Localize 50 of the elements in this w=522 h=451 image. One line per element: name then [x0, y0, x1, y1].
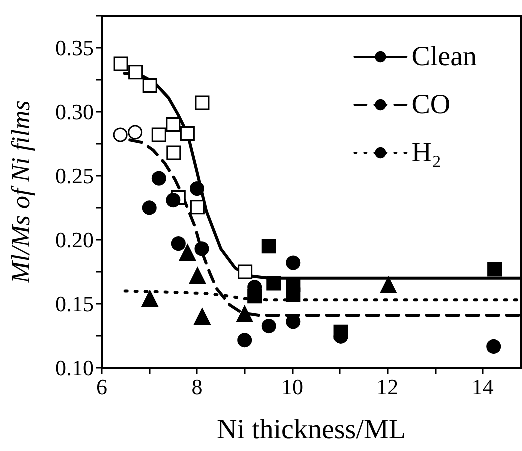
point	[180, 126, 195, 142]
point	[194, 308, 211, 326]
point	[152, 171, 166, 186]
point	[166, 193, 181, 208]
point	[142, 290, 158, 308]
x-axis-title: Ni thickness/ML	[217, 414, 406, 446]
point	[486, 340, 502, 354]
point	[128, 65, 144, 80]
x-tick-label: 14	[472, 374, 494, 400]
point	[236, 306, 254, 322]
point	[152, 128, 166, 142]
y-tick-label: 0.25	[56, 164, 94, 188]
point	[238, 264, 253, 280]
point	[286, 256, 301, 270]
point	[286, 288, 301, 302]
point	[238, 333, 252, 348]
point	[189, 268, 206, 284]
point	[380, 277, 397, 294]
y-tick-label: 0.35	[56, 36, 94, 60]
point	[334, 324, 348, 340]
point	[166, 118, 181, 132]
y-tick-label: 0.15	[56, 292, 94, 316]
y-tick-label: 0.30	[56, 100, 94, 124]
point	[266, 276, 282, 291]
point	[262, 319, 276, 334]
point	[142, 78, 158, 94]
x-tick-label: 6	[96, 374, 108, 400]
point	[190, 182, 204, 196]
point	[488, 262, 502, 277]
y-tick-label: 0.20	[56, 228, 94, 252]
point	[248, 289, 262, 304]
point	[142, 200, 157, 216]
point	[171, 236, 186, 252]
point	[166, 146, 182, 160]
point	[114, 56, 128, 72]
point	[262, 239, 276, 254]
legend-label: Clean	[412, 42, 477, 72]
point	[113, 128, 128, 142]
y-tick-label: 0.10	[56, 356, 94, 380]
legend-label: CO	[412, 90, 451, 120]
x-tick-label: 10	[281, 374, 304, 400]
legend-label: H₂	[412, 138, 442, 168]
point	[190, 200, 205, 215]
y-axis-title: Ml/Ms of Ni films	[6, 100, 36, 284]
point	[128, 125, 143, 140]
point	[195, 96, 210, 110]
x-tick-label: 8	[192, 374, 203, 400]
point	[179, 244, 196, 262]
x-tick-label: 12	[376, 374, 399, 400]
point	[194, 242, 210, 256]
